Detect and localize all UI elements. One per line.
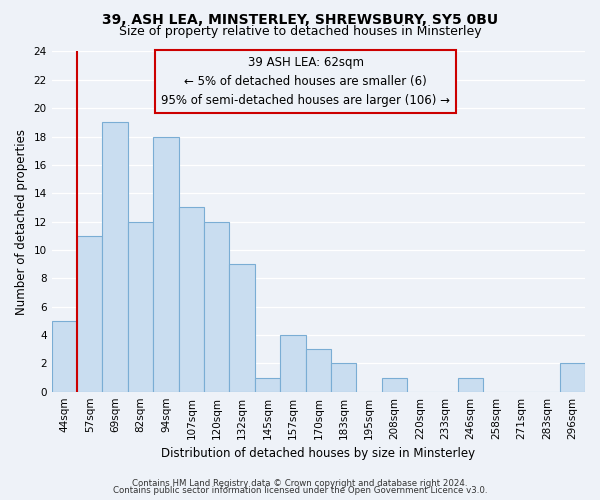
Bar [560, 364, 585, 392]
Bar [103, 122, 128, 392]
Bar [179, 208, 204, 392]
Text: 39, ASH LEA, MINSTERLEY, SHREWSBURY, SY5 0BU: 39, ASH LEA, MINSTERLEY, SHREWSBURY, SY5… [102, 12, 498, 26]
Bar [128, 222, 153, 392]
Bar [458, 378, 484, 392]
Text: Contains public sector information licensed under the Open Government Licence v3: Contains public sector information licen… [113, 486, 487, 495]
Bar [382, 378, 407, 392]
Bar [280, 335, 305, 392]
Bar [229, 264, 255, 392]
X-axis label: Distribution of detached houses by size in Minsterley: Distribution of detached houses by size … [161, 447, 475, 460]
Text: 39 ASH LEA: 62sqm
← 5% of detached houses are smaller (6)
95% of semi-detached h: 39 ASH LEA: 62sqm ← 5% of detached house… [161, 56, 450, 107]
Bar [77, 236, 103, 392]
Bar [153, 136, 179, 392]
Bar [52, 321, 77, 392]
Y-axis label: Number of detached properties: Number of detached properties [15, 128, 28, 314]
Bar [204, 222, 229, 392]
Bar [305, 349, 331, 392]
Bar [331, 364, 356, 392]
Text: Contains HM Land Registry data © Crown copyright and database right 2024.: Contains HM Land Registry data © Crown c… [132, 478, 468, 488]
Bar [255, 378, 280, 392]
Text: Size of property relative to detached houses in Minsterley: Size of property relative to detached ho… [119, 25, 481, 38]
